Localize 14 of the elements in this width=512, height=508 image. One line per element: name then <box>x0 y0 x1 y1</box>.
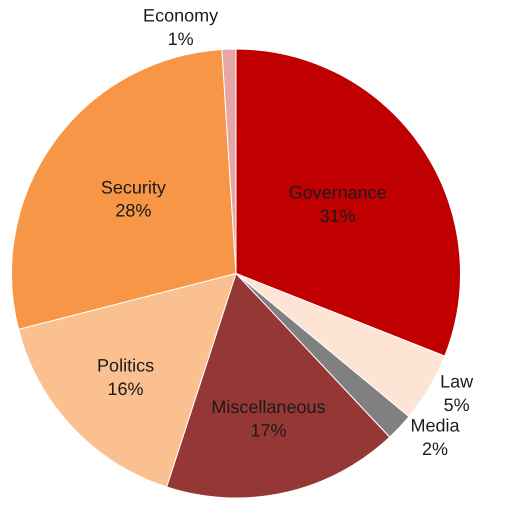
slice-label: Law <box>440 372 474 392</box>
data-label: 2% <box>422 439 448 460</box>
slice-label: Miscellaneous <box>211 396 326 417</box>
data-label: 5% <box>444 395 470 416</box>
data-label: 16% <box>108 378 144 399</box>
data-label: 1% <box>168 29 194 50</box>
slice-label: Economy <box>143 6 218 26</box>
data-label: 28% <box>115 200 152 221</box>
data-label: 31% <box>320 206 356 226</box>
slice-label: Governance <box>288 182 387 203</box>
data-label: 17% <box>250 420 286 440</box>
slice-label: Politics <box>97 356 154 376</box>
slice-label: Media <box>410 416 461 436</box>
slice-label: Security <box>100 177 166 198</box>
